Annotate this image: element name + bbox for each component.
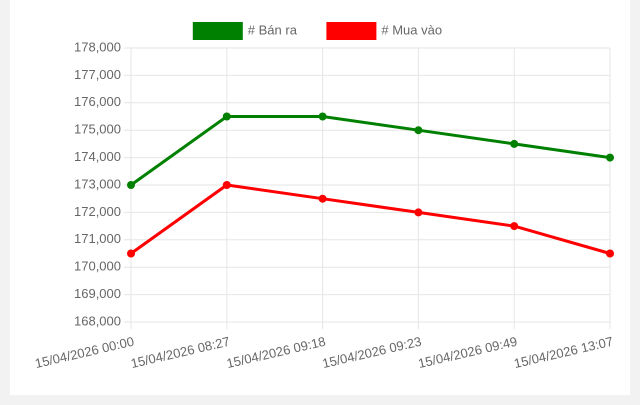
y-tick-label: 171,000 — [74, 231, 121, 246]
data-point — [606, 153, 614, 162]
data-point — [510, 222, 519, 231]
legend-swatch[interactable] — [326, 22, 377, 40]
data-point — [414, 208, 423, 217]
legend-label[interactable]: # Bán ra — [248, 22, 298, 37]
data-point — [318, 112, 327, 121]
series-line — [130, 115, 611, 187]
data-point — [414, 126, 423, 135]
legend-swatch[interactable] — [192, 22, 243, 40]
data-point — [222, 112, 231, 121]
data-point — [127, 249, 135, 258]
data-point — [510, 139, 519, 148]
series-line — [130, 183, 611, 255]
data-point — [606, 249, 614, 258]
legend-label[interactable]: # Mua vào — [381, 22, 442, 37]
data-point — [222, 181, 231, 189]
y-tick-label: 172,000 — [74, 204, 121, 219]
y-tick-label: 174,000 — [74, 149, 121, 164]
y-tick-label: 168,000 — [74, 313, 121, 328]
y-tick-label: 175,000 — [74, 122, 121, 137]
y-tick-label: 177,000 — [74, 67, 121, 82]
data-point — [318, 194, 327, 203]
y-tick-label: 169,000 — [74, 286, 121, 301]
y-tick-label: 176,000 — [74, 94, 121, 109]
y-tick-label: 178,000 — [74, 39, 121, 54]
data-point — [127, 181, 135, 189]
y-tick-label: 173,000 — [74, 176, 121, 191]
y-tick-label: 170,000 — [74, 259, 121, 274]
